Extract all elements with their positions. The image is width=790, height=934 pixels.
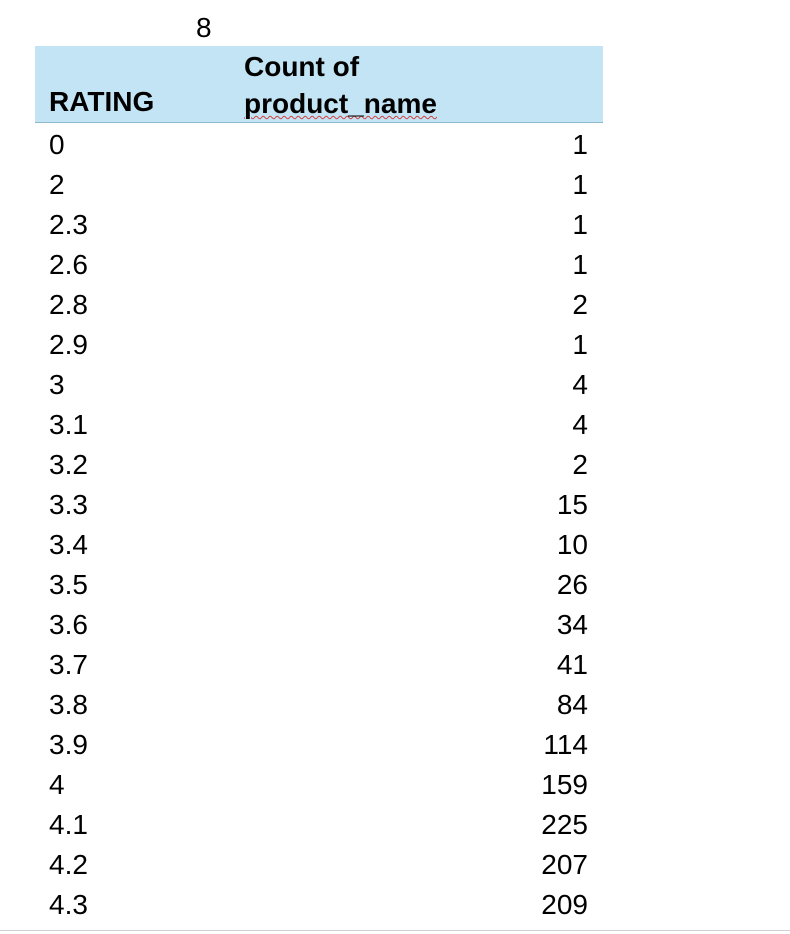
rating-cell[interactable]: 3 (49, 369, 65, 400)
count-cell[interactable]: 15 (556, 489, 588, 520)
count-cell[interactable]: 4 (572, 369, 588, 400)
count-cell[interactable]: 209 (541, 889, 588, 920)
table-row[interactable]: 3.6 34 (35, 603, 603, 643)
rating-cell[interactable]: 4.1 (49, 809, 88, 840)
rating-cell[interactable]: 4.3 (49, 889, 88, 920)
count-cell[interactable]: 26 (556, 569, 588, 600)
count-cell[interactable]: 84 (556, 689, 588, 720)
rating-cell[interactable]: 3.9 (49, 729, 88, 760)
rating-column-header[interactable]: RATING (49, 86, 155, 117)
pivot-rows: 0 1 2 1 2.3 1 2.6 1 2.8 2 2.9 1 3 4 3.1 4 3.2 2 3.3 15 3.4 10… (35, 123, 603, 923)
count-cell[interactable]: 1 (572, 249, 588, 280)
rating-cell[interactable]: 3.1 (49, 409, 88, 440)
table-row[interactable]: 4 159 (35, 763, 603, 803)
pivot-table: RATING Count of product_name 0 1 2 1 2.3 1 2.6… (35, 46, 603, 923)
table-row[interactable]: 4.2 207 (35, 843, 603, 883)
count-column-header[interactable]: Count of product_name (244, 48, 437, 122)
table-row[interactable]: 3.1 4 (35, 403, 603, 443)
rating-cell[interactable]: 2.9 (49, 329, 88, 360)
table-row[interactable]: 4.3 209 (35, 883, 603, 923)
rating-cell[interactable]: 2 (49, 169, 65, 200)
rating-cell[interactable]: 3.4 (49, 529, 88, 560)
pivot-header-row: RATING Count of product_name (35, 46, 603, 123)
count-cell[interactable]: 34 (556, 609, 588, 640)
count-cell[interactable]: 114 (543, 729, 588, 760)
table-row[interactable]: 3.9 114 (35, 723, 603, 763)
table-row[interactable]: 2.9 1 (35, 323, 603, 363)
count-cell[interactable]: 1 (572, 209, 588, 240)
rating-cell[interactable]: 3.2 (49, 449, 88, 480)
count-cell[interactable]: 1 (572, 329, 588, 360)
rating-cell[interactable]: 3.3 (49, 489, 88, 520)
count-cell[interactable]: 4 (572, 409, 588, 440)
rating-cell[interactable]: 3.8 (49, 689, 88, 720)
count-cell[interactable]: 1 (572, 129, 588, 160)
count-header-line1: Count of (244, 51, 360, 82)
bottom-divider (0, 930, 790, 931)
table-row[interactable]: 3.4 10 (35, 523, 603, 563)
count-cell[interactable]: 207 (541, 849, 588, 880)
table-row[interactable]: 2.3 1 (35, 203, 603, 243)
rating-cell[interactable]: 0 (49, 129, 65, 160)
count-cell[interactable]: 159 (541, 769, 588, 800)
table-row[interactable]: 2.6 1 (35, 243, 603, 283)
top-value: 8 (196, 12, 212, 43)
rating-cell[interactable]: 4.2 (49, 849, 88, 880)
table-row[interactable]: 3.8 84 (35, 683, 603, 723)
count-cell[interactable]: 41 (556, 649, 588, 680)
table-row[interactable]: 2.8 2 (35, 283, 603, 323)
count-header-line2: product_name (244, 85, 437, 122)
rating-cell[interactable]: 2.3 (49, 209, 88, 240)
rating-cell[interactable]: 2.6 (49, 249, 88, 280)
count-cell[interactable]: 2 (572, 449, 588, 480)
rating-cell[interactable]: 3.5 (49, 569, 88, 600)
table-row[interactable]: 4.1 225 (35, 803, 603, 843)
count-cell[interactable]: 10 (556, 529, 588, 560)
count-cell[interactable]: 225 (541, 809, 588, 840)
count-cell[interactable]: 2 (572, 289, 588, 320)
table-row[interactable]: 3.2 2 (35, 443, 603, 483)
count-cell[interactable]: 1 (572, 169, 588, 200)
rating-cell[interactable]: 3.6 (49, 609, 88, 640)
table-row[interactable]: 3.7 41 (35, 643, 603, 683)
table-row[interactable]: 3.3 15 (35, 483, 603, 523)
table-row[interactable]: 3.5 26 (35, 563, 603, 603)
rating-cell[interactable]: 2.8 (49, 289, 88, 320)
rating-cell[interactable]: 4 (49, 769, 65, 800)
rating-cell[interactable]: 3.7 (49, 649, 88, 680)
spellcheck-word: product_name (244, 88, 437, 119)
